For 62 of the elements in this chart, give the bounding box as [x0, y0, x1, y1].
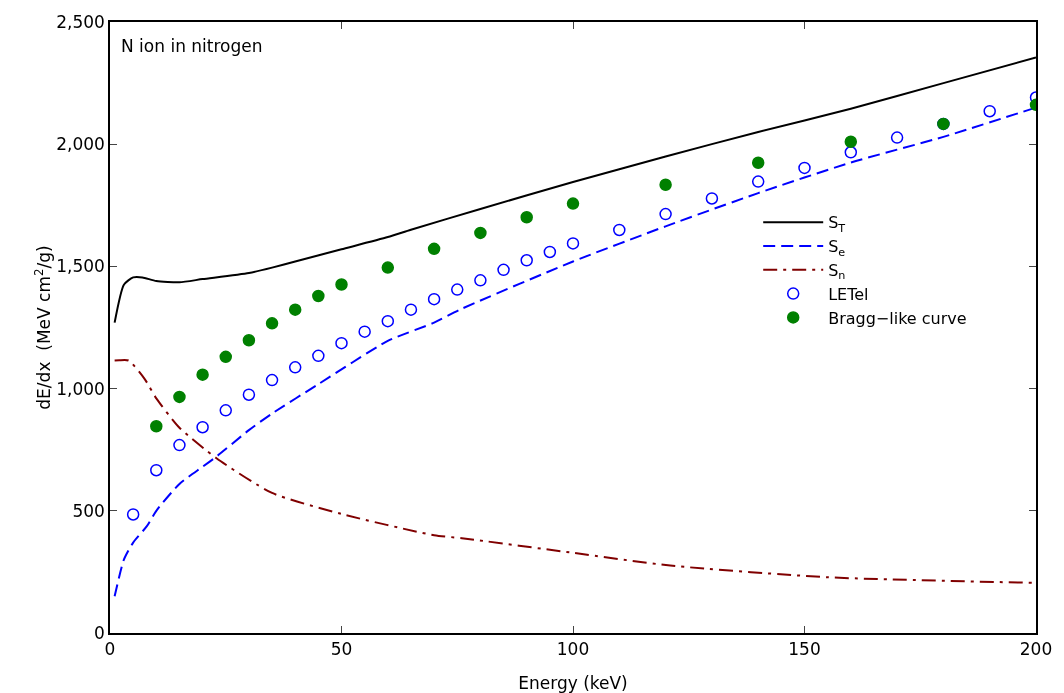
point — [566, 237, 580, 250]
point — [543, 245, 557, 259]
point — [751, 156, 765, 170]
point — [705, 192, 719, 205]
point — [242, 333, 256, 347]
point — [474, 226, 487, 240]
x-axis-title: Energy (keV) — [518, 673, 628, 693]
point — [358, 325, 371, 338]
point — [312, 289, 325, 303]
point — [404, 303, 418, 316]
point — [427, 292, 441, 306]
x-tick-label: 150 — [788, 639, 821, 660]
point — [312, 349, 325, 363]
point — [150, 463, 163, 477]
point — [427, 242, 441, 256]
point — [844, 135, 858, 149]
point — [173, 390, 186, 404]
x-tick-label: 200 — [1019, 639, 1053, 660]
y-tick-label: 1,500 — [56, 256, 105, 277]
point — [219, 350, 232, 364]
y-tick-label: 1,000 — [56, 378, 105, 399]
point — [150, 419, 163, 433]
y-tick-label: 500 — [72, 500, 105, 521]
point — [474, 274, 487, 287]
point — [126, 508, 140, 521]
legend-label: LETel — [828, 284, 869, 304]
point — [265, 373, 279, 387]
point — [196, 368, 209, 381]
annotation: N ion in nitrogen — [121, 36, 263, 56]
point — [335, 336, 348, 350]
point — [844, 146, 858, 159]
point — [219, 404, 232, 417]
point — [798, 161, 811, 175]
legend-label: S$_{e}$ — [828, 237, 846, 259]
point — [196, 420, 209, 434]
point — [983, 104, 996, 118]
point — [566, 197, 580, 210]
point — [173, 438, 186, 452]
point — [288, 361, 302, 374]
point — [265, 317, 279, 330]
point — [613, 223, 626, 237]
point — [335, 278, 348, 291]
point — [890, 131, 904, 144]
x-tick-label: 100 — [556, 639, 590, 660]
x-tick-label: 50 — [330, 639, 353, 660]
legend-label: S$_{n}$ — [828, 261, 846, 283]
point — [659, 207, 672, 221]
point — [242, 388, 256, 401]
point — [659, 178, 672, 192]
point — [751, 175, 765, 188]
point — [497, 263, 510, 277]
point — [288, 303, 302, 316]
point — [451, 283, 464, 296]
y-tick-label: 0 — [94, 622, 105, 643]
point — [381, 261, 395, 274]
point — [520, 211, 533, 224]
point — [520, 254, 533, 267]
y-tick-label: 2,500 — [56, 11, 105, 32]
legend-label: S$_{T}$ — [828, 213, 846, 235]
legend-label: Bragg−like curve — [828, 308, 967, 328]
point — [381, 314, 395, 328]
y-tick-label: 2,000 — [56, 134, 105, 155]
